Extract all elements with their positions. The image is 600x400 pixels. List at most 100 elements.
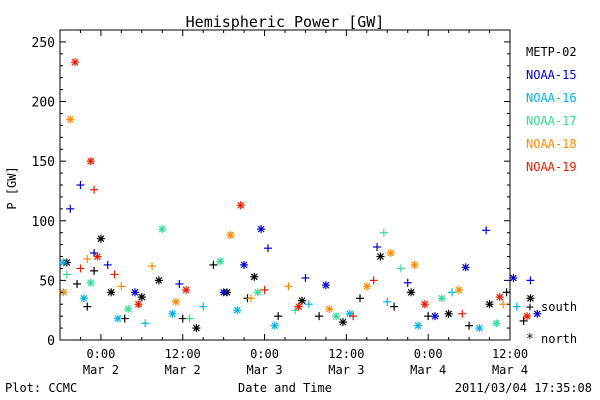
point-metp-02-north bbox=[485, 300, 494, 309]
point-noaa-17-north bbox=[437, 294, 446, 303]
point-noaa-19-north bbox=[71, 58, 79, 67]
point-metp-02-south bbox=[356, 294, 364, 303]
point-noaa-17-south bbox=[185, 314, 194, 323]
point-noaa-17-south bbox=[291, 306, 300, 315]
point-metp-02-north bbox=[338, 318, 347, 327]
x-axis-label: Date and Time bbox=[238, 381, 332, 395]
point-metp-02-south bbox=[390, 302, 399, 311]
point-noaa-15-north bbox=[321, 281, 330, 290]
point-noaa-16-north bbox=[270, 321, 279, 330]
point-noaa-19-north bbox=[93, 252, 102, 261]
point-noaa-15-north bbox=[219, 288, 228, 297]
point-noaa-18-north bbox=[226, 231, 235, 240]
point-noaa-15-north bbox=[461, 263, 470, 272]
y-tick-label: 100 bbox=[32, 215, 55, 230]
point-noaa-19-south bbox=[349, 312, 358, 321]
point-metp-02-north bbox=[298, 296, 307, 305]
point-metp-02-north bbox=[376, 252, 385, 261]
x-tick-time-label: 12:00 bbox=[328, 347, 364, 361]
x-tick-time-label: 0:00 bbox=[414, 347, 443, 361]
x-tick-date-label: Mar 4 bbox=[410, 363, 446, 377]
point-noaa-19-north bbox=[495, 293, 504, 302]
legend-entry-noaa-16: NOAA-16 bbox=[526, 91, 577, 105]
y-tick-label: 150 bbox=[32, 155, 55, 170]
point-noaa-15-south bbox=[175, 279, 184, 288]
point-noaa-15-south bbox=[526, 276, 535, 285]
point-metp-02-north bbox=[154, 276, 163, 285]
point-noaa-16-north bbox=[168, 309, 177, 318]
plot-frame bbox=[59, 29, 511, 341]
point-noaa-19-south bbox=[110, 270, 119, 279]
point-noaa-15-south bbox=[103, 260, 112, 269]
point-metp-02-north bbox=[107, 288, 116, 297]
x-tick-date-label: Mar 4 bbox=[492, 363, 528, 377]
point-noaa-19-south bbox=[76, 264, 85, 273]
point-noaa-18-south bbox=[148, 262, 157, 271]
point-noaa-17-south bbox=[62, 270, 71, 279]
point-noaa-17-north bbox=[86, 278, 95, 287]
point-noaa-17-north bbox=[216, 257, 225, 266]
x-tick-time-label: 0:00 bbox=[86, 347, 115, 361]
point-metp-02-south bbox=[178, 314, 187, 323]
x-tick-date-label: Mar 2 bbox=[165, 363, 201, 377]
point-noaa-19-north bbox=[523, 312, 532, 321]
y-tick-label: 200 bbox=[32, 96, 55, 111]
point-noaa-18-north bbox=[66, 115, 75, 124]
x-tick-time-label: 12:00 bbox=[165, 347, 201, 361]
x-tick-date-label: Mar 3 bbox=[328, 363, 364, 377]
legend-entry-noaa-19: NOAA-19 bbox=[526, 160, 577, 174]
legend-entry-metp-02: METP-02 bbox=[526, 45, 577, 59]
point-noaa-19-south bbox=[90, 185, 99, 194]
point-metp-02-south bbox=[424, 312, 433, 321]
point-noaa-18-north bbox=[325, 305, 334, 313]
point-noaa-19-north bbox=[420, 300, 429, 309]
north-symbol: * bbox=[526, 332, 534, 347]
point-metp-02-north bbox=[526, 294, 535, 303]
point-noaa-16-south bbox=[304, 300, 313, 309]
point-noaa-19-south bbox=[260, 285, 269, 294]
point-metp-02-south bbox=[209, 260, 218, 269]
point-noaa-15-north bbox=[240, 260, 249, 269]
point-noaa-17-north bbox=[332, 312, 341, 321]
point-metp-02-north bbox=[407, 288, 416, 297]
point-noaa-17-south bbox=[379, 228, 388, 237]
point-noaa-17-north bbox=[158, 225, 167, 234]
point-noaa-19-south bbox=[369, 276, 378, 285]
x-tick-date-label: Mar 2 bbox=[83, 363, 119, 377]
point-noaa-18-south bbox=[499, 300, 508, 309]
point-noaa-16-south bbox=[199, 302, 208, 311]
point-noaa-19-south bbox=[458, 309, 467, 318]
point-noaa-18-south bbox=[246, 294, 255, 303]
point-metp-02-south bbox=[73, 279, 82, 288]
point-noaa-15-south bbox=[90, 248, 99, 257]
point-metp-02-north bbox=[137, 293, 146, 302]
point-noaa-17-north bbox=[124, 305, 133, 313]
y-axis-label: P [GW] bbox=[5, 166, 19, 209]
point-noaa-19-north bbox=[134, 300, 143, 309]
point-metp-02-north bbox=[192, 324, 201, 333]
point-noaa-15-south bbox=[66, 204, 75, 213]
legend-entry-noaa-18: NOAA-18 bbox=[526, 137, 577, 151]
point-noaa-18-north bbox=[171, 297, 180, 306]
point-noaa-18-north bbox=[410, 260, 419, 269]
x-tick-time-label: 0:00 bbox=[250, 347, 279, 361]
point-noaa-16-north bbox=[113, 314, 122, 323]
point-noaa-16-north bbox=[79, 294, 88, 303]
point-noaa-15-south bbox=[301, 274, 310, 282]
point-noaa-17-north bbox=[492, 319, 501, 328]
point-noaa-15-north bbox=[131, 288, 139, 297]
x-tick-date-label: Mar 3 bbox=[246, 363, 282, 377]
footer-source: Plot: CCMC bbox=[5, 381, 77, 395]
point-metp-02-north bbox=[250, 272, 259, 281]
x-tick-time-label: 12:00 bbox=[492, 347, 528, 361]
point-noaa-16-north bbox=[413, 321, 422, 330]
point-noaa-18-south bbox=[83, 254, 92, 263]
point-noaa-16-south bbox=[448, 288, 457, 297]
point-noaa-16-north bbox=[475, 324, 484, 333]
point-noaa-19-north bbox=[182, 285, 191, 294]
point-noaa-18-north bbox=[454, 285, 463, 294]
point-metp-02-south bbox=[315, 312, 324, 321]
chart-title: Hemispheric Power [GW] bbox=[186, 13, 385, 31]
point-noaa-19-north bbox=[86, 157, 95, 166]
y-tick-label: 0 bbox=[47, 334, 55, 349]
